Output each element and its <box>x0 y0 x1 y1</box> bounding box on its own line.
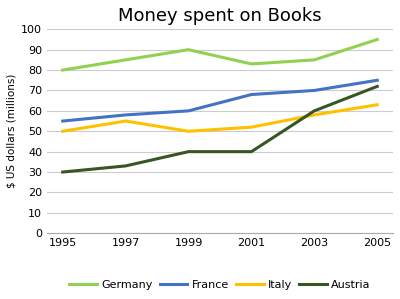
Austria <box>312 109 317 113</box>
Italy <box>60 129 65 133</box>
Italy <box>312 113 317 117</box>
Line: Germany: Germany <box>63 39 377 70</box>
France <box>375 78 380 82</box>
France <box>123 113 128 117</box>
Germany <box>186 48 191 51</box>
Austria <box>249 150 254 153</box>
Line: Italy: Italy <box>63 105 377 131</box>
Austria <box>123 164 128 168</box>
Austria <box>375 85 380 88</box>
France <box>249 93 254 96</box>
Y-axis label: $ US dollars (millions): $ US dollars (millions) <box>7 74 17 188</box>
France <box>186 109 191 113</box>
Germany <box>60 68 65 72</box>
France <box>60 119 65 123</box>
Legend: Germany, France, Italy, Austria: Germany, France, Italy, Austria <box>65 275 375 295</box>
Italy <box>186 129 191 133</box>
Austria <box>60 170 65 174</box>
Italy <box>375 103 380 106</box>
Title: Money spent on Books: Money spent on Books <box>118 7 322 25</box>
Austria <box>186 150 191 153</box>
Germany <box>375 38 380 41</box>
Line: France: France <box>63 80 377 121</box>
Italy <box>249 125 254 129</box>
Line: Austria: Austria <box>63 86 377 172</box>
Italy <box>123 119 128 123</box>
Germany <box>249 62 254 66</box>
France <box>312 89 317 92</box>
Germany <box>312 58 317 62</box>
Germany <box>123 58 128 62</box>
